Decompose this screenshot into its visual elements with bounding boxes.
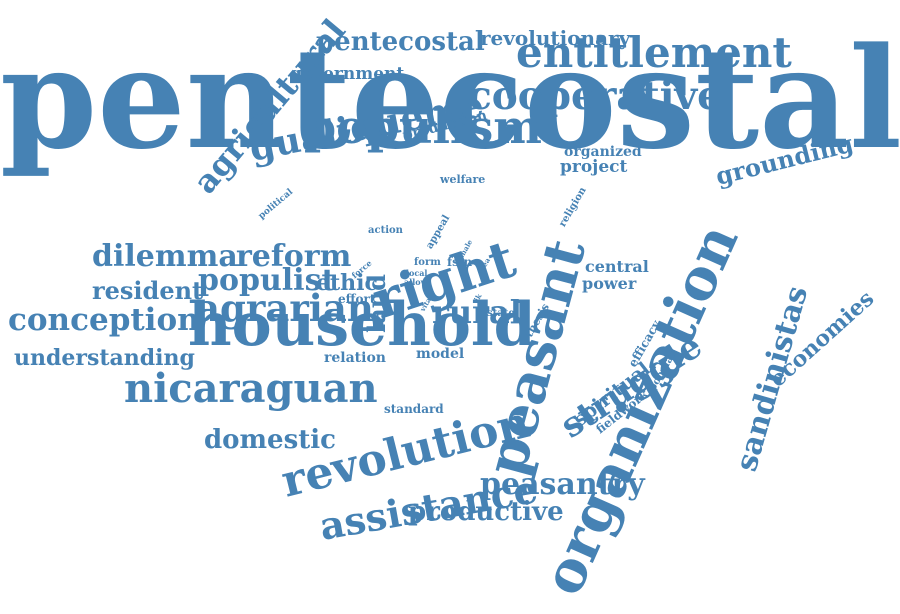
word-domestic: domestic xyxy=(204,425,336,455)
word-reform: reform xyxy=(236,239,352,274)
word-central: central xyxy=(585,257,649,276)
word-populist: populist xyxy=(198,263,336,298)
word-form: form xyxy=(414,257,441,268)
word-rural: rural xyxy=(432,293,522,331)
word-populism: populism xyxy=(304,100,542,154)
word-fsln: fsln xyxy=(447,255,473,269)
word-project: project xyxy=(560,157,628,177)
word-political: political xyxy=(256,187,296,222)
word-effort: effort xyxy=(338,292,376,306)
word-household: household xyxy=(188,290,536,360)
word-pentecostalism: pentecostalism xyxy=(0,16,900,180)
word-local: local xyxy=(406,268,428,278)
word-understanding: understanding xyxy=(14,345,195,371)
word-organized: organized xyxy=(564,144,642,160)
word-religion: religion xyxy=(557,185,589,229)
word-ethic: ethic xyxy=(316,270,378,296)
word-agrarian: agrarian xyxy=(196,286,374,330)
word-resident: resident xyxy=(92,276,204,305)
word-state: state xyxy=(487,308,515,319)
word-power: power xyxy=(582,274,637,293)
word-nicaraguan: nicaraguan xyxy=(124,365,378,412)
word-allow: allow xyxy=(404,277,428,287)
word-standard: standard xyxy=(384,402,444,416)
word-productive: productive xyxy=(408,497,564,527)
word-model: model xyxy=(416,346,465,362)
word-government: government xyxy=(290,64,405,84)
word-dilemma: dilemma xyxy=(92,239,238,274)
word-relation: relation xyxy=(324,350,386,366)
word-pentecostal: pentecostal xyxy=(316,27,485,57)
word-action: action xyxy=(368,225,403,236)
word-cooperative: cooperative xyxy=(468,73,722,119)
word-welfare: welfare xyxy=(440,173,486,186)
word-revolutionary: revolutionary xyxy=(480,26,631,50)
word-entitlement: entitlement xyxy=(516,28,792,77)
word-peasantry: peasantry xyxy=(480,467,645,502)
word-conception: conception xyxy=(8,302,200,338)
